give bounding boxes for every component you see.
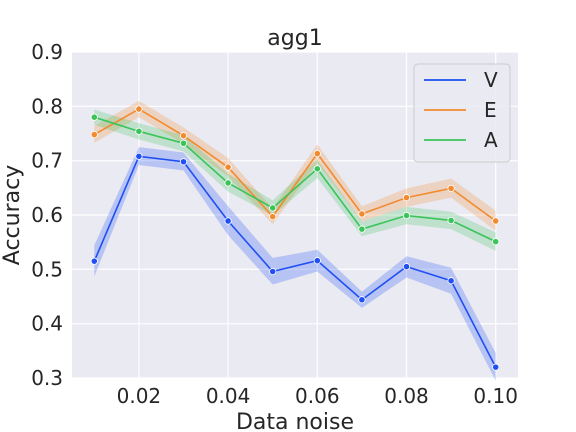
point-E: [269, 213, 277, 221]
y-tick-label: 0.3: [31, 366, 63, 390]
point-V: [224, 217, 232, 225]
band-E: [94, 100, 496, 231]
legend-label-A: A: [484, 128, 498, 152]
point-A: [224, 179, 232, 187]
series-line-E: [93, 108, 497, 222]
confidence-bands: [94, 100, 496, 381]
series-line-A: [94, 116, 497, 243]
point-A: [135, 127, 143, 135]
point-E: [135, 105, 143, 113]
point-E: [492, 217, 500, 225]
point-V: [402, 263, 411, 271]
legend: VEA: [413, 63, 511, 163]
legend-label-E: E: [484, 98, 497, 122]
point-V: [90, 257, 98, 265]
y-tick-label: 0.7: [31, 149, 63, 173]
point-V: [313, 257, 321, 265]
point-A: [447, 216, 455, 225]
point-A: [90, 113, 98, 121]
x-axis-label: Data noise: [236, 410, 354, 432]
x-tick-label: 0.04: [206, 384, 251, 408]
point-E: [447, 184, 455, 192]
x-tick-label: 0.02: [117, 384, 162, 408]
point-V: [492, 363, 500, 371]
point-V: [135, 152, 143, 160]
point-A: [269, 204, 277, 212]
point-V: [358, 296, 366, 304]
x-tick-label: 0.08: [384, 384, 429, 408]
x-tick-labels: 0.02 0.04 0.06 0.08 0.10: [117, 384, 518, 408]
point-E: [179, 132, 188, 140]
y-tick-label: 0.9: [31, 40, 63, 64]
legend-label-V: V: [484, 68, 498, 92]
y-tick-label: 0.4: [31, 312, 63, 336]
point-E: [90, 130, 98, 139]
point-V: [447, 277, 455, 285]
y-tick-label: 0.5: [31, 257, 63, 281]
series-markers: [90, 105, 500, 371]
y-tick-label: 0.6: [31, 203, 63, 227]
series-line-V: [93, 155, 497, 368]
point-A: [492, 238, 500, 246]
band-A: [94, 109, 496, 251]
point-E: [313, 150, 321, 158]
x-tick-label: 0.10: [473, 384, 518, 408]
y-tick-labels: 0.3 0.4 0.5 0.6 0.7 0.8 0.9: [31, 40, 63, 390]
point-V: [179, 158, 188, 166]
series-lines: [93, 108, 497, 368]
band-V: [94, 147, 496, 381]
point-A: [402, 211, 411, 220]
point-A: [179, 139, 188, 147]
chart-title: agg1: [267, 26, 322, 51]
point-E: [358, 210, 366, 218]
point-E: [402, 194, 411, 202]
point-A: [358, 225, 366, 233]
point-E: [224, 163, 232, 171]
point-V: [269, 267, 277, 276]
y-axis-label: Accuracy: [0, 165, 25, 265]
y-tick-label: 0.8: [31, 94, 63, 118]
legend-frame: [413, 63, 511, 163]
x-tick-label: 0.06: [295, 384, 340, 408]
point-A: [313, 165, 321, 173]
